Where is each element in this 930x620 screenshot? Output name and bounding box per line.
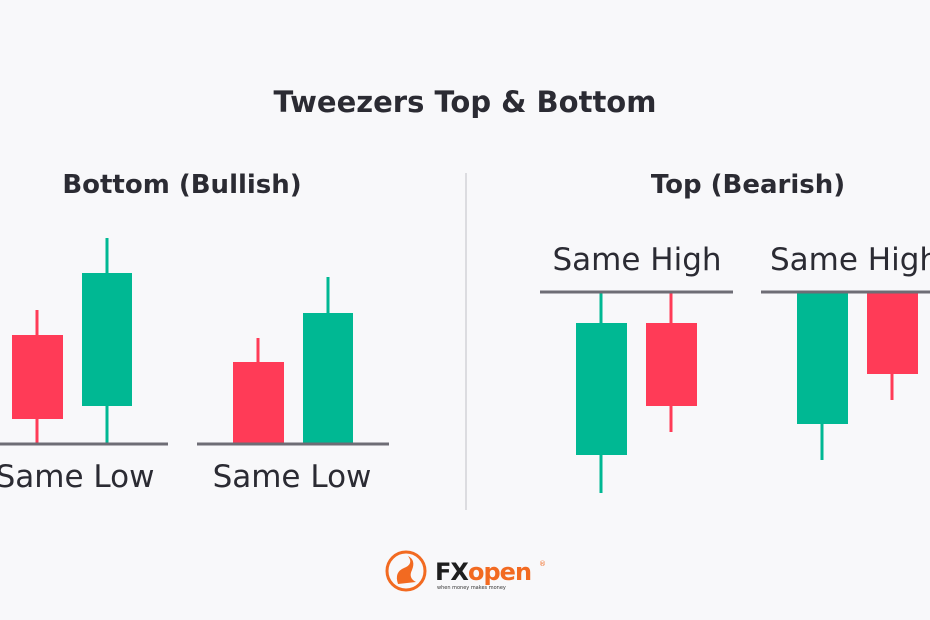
bottom-heading: Bottom (Bullish)	[62, 170, 301, 200]
bullish-candle	[82, 273, 132, 406]
diagram-title: Tweezers Top & Bottom	[274, 85, 657, 119]
same-low-label: Same Low	[213, 459, 372, 495]
svg-text:open: open	[468, 558, 531, 586]
bearish-candle	[233, 362, 284, 443]
top-heading: Top (Bearish)	[651, 170, 845, 200]
tweezer-bottom-pair-1: Same Low	[0, 238, 168, 495]
bullish-candle	[797, 292, 848, 424]
bearish-candle	[646, 323, 697, 406]
svg-text:FX: FX	[435, 558, 469, 586]
bearish-candle	[867, 292, 918, 374]
same-low-label: Same Low	[0, 459, 154, 495]
bearish-candle	[12, 335, 63, 419]
bullish-candle	[576, 323, 627, 455]
fxopen-logo: FX open ® when money makes money	[385, 550, 546, 592]
same-high-label: Same High	[770, 242, 930, 278]
logo-emblem-icon	[385, 550, 427, 592]
svg-text:®: ®	[539, 560, 546, 568]
tweezer-bottom-pair-2: Same Low	[197, 277, 389, 495]
same-high-label: Same High	[552, 242, 721, 278]
tweezer-top-pair-2: Same High	[761, 242, 930, 460]
tweezer-top-pair-1: Same High	[540, 242, 733, 493]
bullish-candle	[303, 313, 353, 443]
svg-text:when money makes money: when money makes money	[437, 585, 506, 591]
